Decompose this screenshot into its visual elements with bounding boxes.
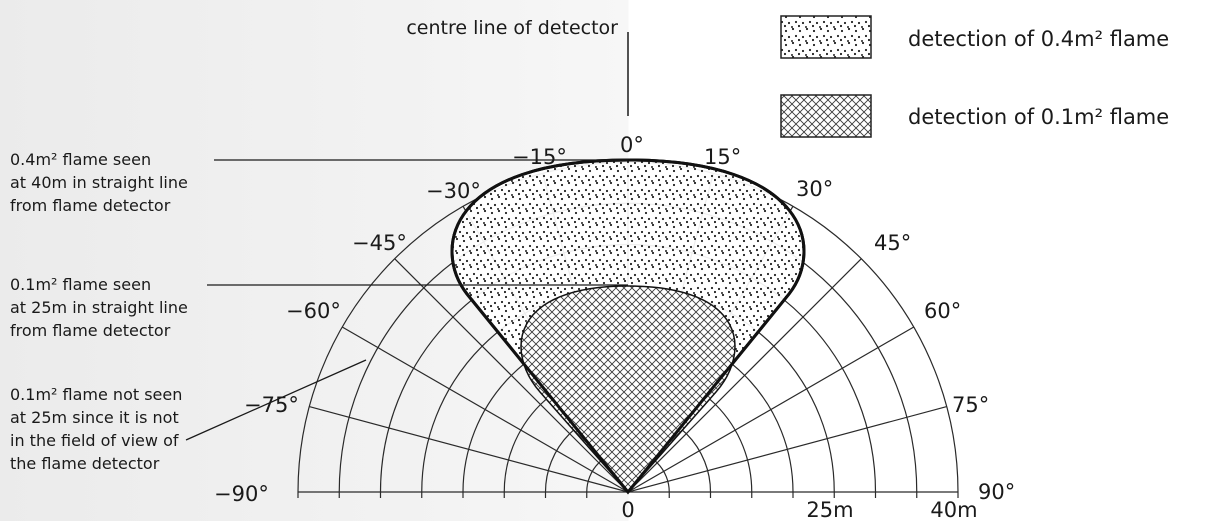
- grid-spoke: [309, 406, 629, 493]
- angle-label-75: 75°: [952, 393, 989, 417]
- callout-3-line-2: at 25m since it is not: [10, 408, 179, 427]
- angle-label-m90: −90°: [214, 482, 269, 506]
- callout-3-line-3: in the field of view of: [10, 431, 179, 450]
- legend-label-0.1m2: detection of 0.1m² flame: [908, 105, 1169, 129]
- callout-3-line-1: 0.1m² flame not seen: [10, 385, 182, 404]
- angle-label-m15: −15°: [512, 145, 567, 169]
- angle-label-45: 45°: [874, 231, 911, 255]
- callout-2-line-2: at 25m in straight line: [10, 298, 188, 317]
- callout-3-line-4: the flame detector: [10, 454, 160, 473]
- grid-spoke: [627, 326, 915, 493]
- callout-1-line-1: 0.4m² flame seen: [10, 150, 151, 169]
- callout-0.4m2-seen: 0.4m² flame seen at 40m in straight line…: [10, 150, 628, 215]
- legend-label-0.4m2: detection of 0.4m² flame: [908, 27, 1169, 51]
- angle-label-m60: −60°: [286, 299, 341, 323]
- legend-swatch-crosshatch: [780, 94, 872, 138]
- callout-1-line-3: from flame detector: [10, 196, 171, 215]
- angle-label-m45: −45°: [352, 231, 407, 255]
- legend: detection of 0.4m² flame detection of 0.…: [780, 15, 1169, 138]
- distance-label-25m: 25m: [806, 498, 853, 521]
- distance-labels: 0 25m 40m: [621, 498, 977, 521]
- callout-0.1m2-seen: 0.1m² flame seen at 25m in straight line…: [10, 275, 628, 340]
- centre-line-label: centre line of detector: [406, 17, 618, 39]
- angle-label-0: 0°: [620, 133, 644, 157]
- distance-label-0: 0: [621, 498, 634, 521]
- grid-spoke: [394, 258, 629, 493]
- callout-2-line-1: 0.1m² flame seen: [10, 275, 151, 294]
- callouts: 0.4m² flame seen at 40m in straight line…: [10, 150, 628, 473]
- grid-spoke: [627, 406, 947, 493]
- callout-2-line-3: from flame detector: [10, 321, 171, 340]
- callout-0.1m2-not-seen: 0.1m² flame not seen at 25m since it is …: [10, 359, 367, 473]
- angle-label-30: 30°: [796, 177, 833, 201]
- angle-labels: −90° −75° −60° −45° −30° −15° 0° 15° 30°…: [214, 133, 1015, 506]
- angle-label-15: 15°: [704, 145, 741, 169]
- angle-label-m75: −75°: [244, 393, 299, 417]
- grid-spoke: [627, 258, 862, 493]
- angle-label-60: 60°: [924, 299, 961, 323]
- detection-zone-0.1m2: [520, 285, 736, 494]
- angle-label-90: 90°: [978, 480, 1015, 504]
- grid-spoke: [341, 326, 629, 493]
- angle-label-m30: −30°: [426, 179, 481, 203]
- distance-label-40m: 40m: [930, 498, 977, 521]
- callout-1-line-2: at 40m in straight line: [10, 173, 188, 192]
